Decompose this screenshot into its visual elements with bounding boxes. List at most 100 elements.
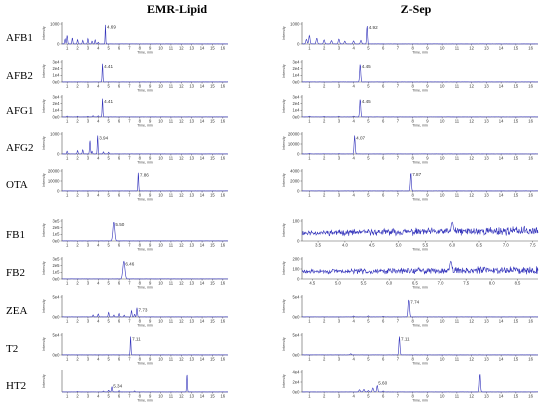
y-tick-label: 1000 <box>290 21 300 26</box>
x-tick-label: 16 <box>220 193 225 198</box>
y-axis-title: Intensity <box>42 136 46 150</box>
x-tick-label: 3 <box>87 193 90 198</box>
x-axis-title: Time, min <box>137 362 153 366</box>
x-axis-title: Time, min <box>137 124 153 128</box>
x-tick-label: 5 <box>108 119 111 124</box>
x-tick-label: 2 <box>76 319 79 324</box>
x-tick-label: 7.5 <box>463 281 469 286</box>
x-tick-label: 2 <box>323 119 326 124</box>
x-tick-label: 11 <box>455 46 460 51</box>
y-axis-title: Intensity <box>42 64 46 78</box>
x-tick-label: 5 <box>108 394 111 399</box>
y-tick-label: 0 <box>297 41 300 46</box>
x-tick-label: 8.0 <box>489 281 495 286</box>
y-tick-label: 3e5 <box>53 218 61 223</box>
x-tick-label: 14 <box>200 84 205 89</box>
y-tick-label: 200 <box>293 256 301 261</box>
x-tick-label: 12 <box>469 156 474 161</box>
x-tick-label: 15 <box>514 357 519 362</box>
x-tick-label: 1 <box>66 156 69 161</box>
y-tick-label: 3e4 <box>53 94 61 99</box>
x-tick-label: 11 <box>455 84 460 89</box>
peak-label: 4.07 <box>356 136 365 141</box>
x-tick-label: 10 <box>440 357 445 362</box>
peak-label: 7.86 <box>140 172 149 177</box>
x-tick-label: 8 <box>139 46 142 51</box>
chromatogram-trace <box>301 299 539 318</box>
x-tick-label: 2 <box>323 84 326 89</box>
x-tick-label: 13 <box>189 119 194 124</box>
y-tick-label: 0 <box>297 238 300 243</box>
chromatogram-trace <box>301 336 539 356</box>
x-tick-label: 15 <box>210 357 215 362</box>
y-tick-label: 2000 <box>290 178 300 183</box>
x-tick-label: 2 <box>323 156 326 161</box>
x-tick-label: 16 <box>220 156 225 161</box>
x-tick-label: 12 <box>469 84 474 89</box>
x-tick-label: 9 <box>149 84 152 89</box>
x-axis-title: Time, min <box>137 248 153 252</box>
y-axis-title: Intensity <box>282 173 286 187</box>
x-tick-label: 4.0 <box>342 243 348 248</box>
chromatogram-trace <box>62 307 229 318</box>
x-tick-label: 13 <box>189 243 194 248</box>
x-tick-label: 12 <box>469 193 474 198</box>
x-tick-label: 3 <box>87 84 90 89</box>
x-tick-label: 10 <box>158 394 163 399</box>
peak-label: 4.41 <box>104 64 113 69</box>
row-label-afg2: AFG2 <box>6 142 34 154</box>
chromatogram-trace <box>61 24 228 45</box>
peak-label: 7.11 <box>401 336 410 341</box>
x-tick-label: 15 <box>514 156 519 161</box>
x-tick-label: 3 <box>338 394 341 399</box>
x-tick-label: 5 <box>367 156 370 161</box>
x-tick-label: 12 <box>179 243 184 248</box>
x-tick-label: 7 <box>128 156 131 161</box>
x-tick-label: 5 <box>367 119 370 124</box>
x-axis-title: Time, min <box>137 286 153 290</box>
chromatogram-trace <box>61 336 229 356</box>
x-tick-label: 9 <box>149 243 152 248</box>
x-tick-label: 3 <box>338 156 341 161</box>
x-tick-label: 16 <box>528 46 533 51</box>
x-tick-label: 6 <box>382 394 385 399</box>
peak-label: 5.50 <box>115 222 124 227</box>
x-tick-label: 4 <box>352 319 355 324</box>
y-axis-title: Intensity <box>42 337 46 351</box>
row-label-ota: OTA <box>6 179 28 191</box>
x-tick-label: 4 <box>97 394 100 399</box>
x-tick-label: 1 <box>66 119 69 124</box>
chromatogram-trace <box>61 135 229 155</box>
x-tick-label: 3 <box>87 319 90 324</box>
x-tick-label: 13 <box>484 119 489 124</box>
y-tick-label: 1e4 <box>293 73 301 78</box>
x-tick-label: 8 <box>411 357 414 362</box>
x-tick-label: 6 <box>382 46 385 51</box>
x-tick-label: 6.5 <box>412 281 418 286</box>
x-tick-label: 15 <box>210 319 215 324</box>
x-tick-label: 14 <box>499 357 504 362</box>
x-tick-label: 4 <box>97 84 100 89</box>
x-tick-label: 6 <box>118 119 121 124</box>
y-tick-label: 1e4 <box>53 73 61 78</box>
y-tick-label: 2e5 <box>53 225 61 230</box>
x-tick-label: 11 <box>455 394 460 399</box>
x-tick-label: 6 <box>382 357 385 362</box>
x-tick-label: 6.5 <box>476 243 482 248</box>
x-tick-label: 13 <box>189 193 194 198</box>
y-axis-title: Intensity <box>282 299 286 313</box>
x-tick-label: 8 <box>411 156 414 161</box>
x-tick-label: 6 <box>382 193 385 198</box>
x-axis-title: Time, min <box>412 248 428 252</box>
x-tick-label: 8 <box>411 46 414 51</box>
y-tick-label: 0 <box>57 151 60 156</box>
x-tick-label: 6 <box>382 319 385 324</box>
x-tick-label: 14 <box>499 193 504 198</box>
chromatogram-trace <box>301 260 539 275</box>
x-tick-label: 11 <box>455 357 460 362</box>
x-tick-label: 16 <box>528 84 533 89</box>
x-tick-label: 6 <box>118 243 121 248</box>
